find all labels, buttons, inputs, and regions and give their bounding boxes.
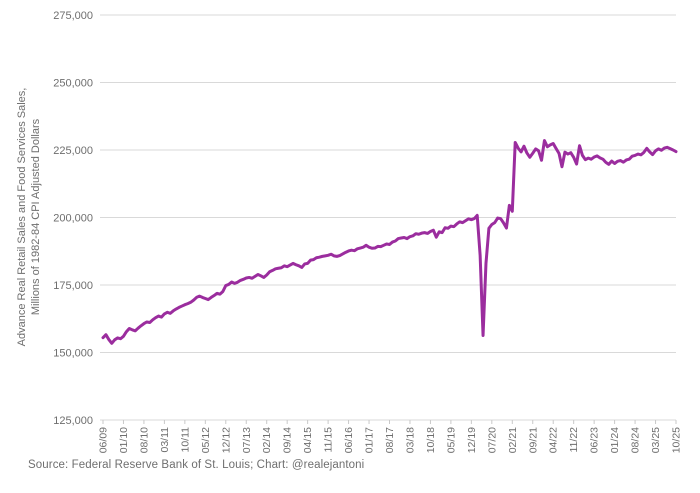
x-tick-label: 06/16 bbox=[343, 427, 355, 453]
x-axis-labels: 06/09 01/10 08/10 03/11 10/11 05/12 12/12 07/13… bbox=[98, 427, 683, 453]
x-tick-label: 03/11 bbox=[159, 427, 171, 453]
x-tick-label: 04/15 bbox=[302, 427, 314, 453]
x-tick-label: 02/21 bbox=[507, 427, 519, 453]
x-tick-label: 03/18 bbox=[404, 427, 416, 453]
source-credit: Source: Federal Reserve Bank of St. Loui… bbox=[28, 459, 365, 471]
x-tick-label: 07/13 bbox=[241, 427, 253, 453]
x-tick-label: 12/19 bbox=[466, 427, 478, 453]
y-axis-title-line1: Advance Real Retail Sales and Food Servi… bbox=[16, 88, 28, 347]
line-chart: 125,000 150,000 175,000 200,000 225,000 250,0… bbox=[16, 10, 683, 453]
y-tick-label: 200,000 bbox=[53, 213, 93, 225]
x-tick-label: 12/12 bbox=[220, 427, 232, 453]
x-tick-label: 01/24 bbox=[609, 427, 621, 453]
x-tick-label: 09/21 bbox=[527, 427, 539, 453]
y-axis-title: Advance Real Retail Sales and Food Servi… bbox=[16, 88, 42, 347]
x-tick-label: 10/25 bbox=[671, 427, 683, 453]
y-tick-label: 175,000 bbox=[53, 280, 93, 292]
y-axis-labels: 125,000 150,000 175,000 200,000 225,000 250,0… bbox=[53, 10, 93, 427]
x-tick-label: 08/10 bbox=[138, 427, 150, 453]
x-tick-label: 09/14 bbox=[282, 427, 294, 453]
x-tick-label: 08/24 bbox=[630, 427, 642, 453]
x-tick-label: 01/17 bbox=[364, 427, 376, 453]
y-axis-title-line2: Millions of 1982-84 CPI Adjusted Dollars bbox=[30, 118, 42, 315]
x-tick-label: 03/25 bbox=[650, 427, 662, 453]
y-tick-label: 225,000 bbox=[53, 145, 93, 157]
y-gridlines bbox=[100, 14, 676, 421]
x-axis-ticks bbox=[102, 420, 677, 424]
data-series-line bbox=[101, 139, 678, 345]
x-tick-label: 05/19 bbox=[445, 427, 457, 453]
x-tick-label: 11/15 bbox=[323, 427, 335, 453]
y-tick-label: 150,000 bbox=[53, 348, 93, 360]
x-tick-label: 07/20 bbox=[486, 427, 498, 453]
y-tick-label: 125,000 bbox=[53, 415, 93, 427]
x-tick-label: 02/14 bbox=[261, 427, 273, 453]
x-tick-label: 08/17 bbox=[384, 427, 396, 453]
x-tick-label: 06/23 bbox=[589, 427, 601, 453]
x-tick-label: 01/10 bbox=[118, 427, 130, 453]
y-tick-label: 250,000 bbox=[53, 78, 93, 90]
x-tick-label: 05/12 bbox=[200, 427, 212, 453]
x-tick-label: 06/09 bbox=[98, 427, 110, 453]
x-tick-label: 10/11 bbox=[179, 427, 191, 453]
x-tick-label: 10/18 bbox=[425, 427, 437, 453]
x-tick-label: 11/22 bbox=[568, 427, 580, 453]
y-tick-label: 275,000 bbox=[53, 10, 93, 22]
x-tick-label: 04/22 bbox=[548, 427, 560, 453]
